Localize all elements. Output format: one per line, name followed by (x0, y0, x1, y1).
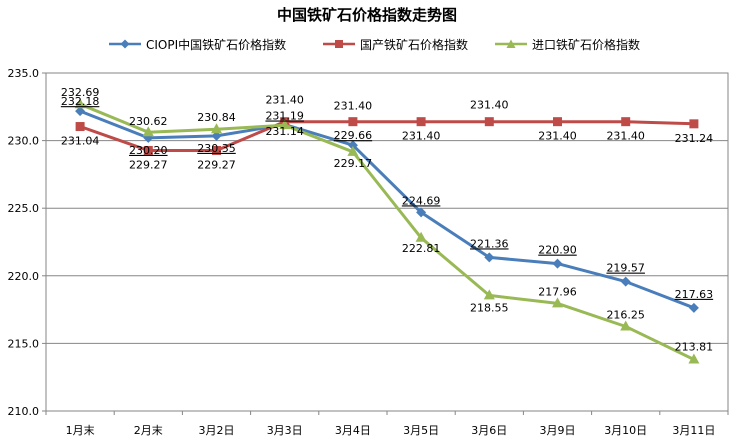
x-tick-label-2: 3月2日 (199, 424, 235, 437)
data-label-s1-1: 229.27 (129, 158, 168, 171)
point-s0-7 (552, 258, 563, 269)
x-tick-label-5: 3月5日 (403, 424, 439, 437)
data-label-s2-8: 216.25 (606, 309, 645, 322)
data-label-s1-9: 231.24 (675, 132, 714, 145)
data-label-s0-9: 217.63 (675, 288, 714, 301)
point-s2-9 (688, 353, 700, 364)
point-s0-5 (416, 207, 427, 218)
series-line-1 (79, 120, 694, 152)
point-s2-7 (552, 297, 563, 308)
point-s2-3 (279, 119, 291, 130)
series-line-2 (79, 102, 695, 361)
data-label-s0-0: 232.18 (61, 95, 100, 108)
data-label-s0-3: 231.19 (265, 110, 304, 123)
legend-label-imported: 进口铁矿石价格指数 (532, 37, 641, 52)
point-s1-5 (416, 117, 426, 127)
data-label-s2-7: 217.96 (538, 285, 577, 298)
data-label-s2-1: 230.62 (129, 115, 168, 128)
point-s2-6 (483, 289, 495, 300)
data-label-s1-0: 231.04 (61, 135, 100, 148)
data-label-s1-3: 231.40 (265, 94, 304, 107)
data-label-s0-6: 221.36 (470, 237, 509, 250)
data-label-s0-5: 224.69 (402, 194, 441, 207)
data-label-s2-2: 230.84 (197, 111, 236, 124)
point-s1-1 (143, 145, 153, 155)
x-tick-label-6: 3月6日 (471, 424, 507, 437)
point-s2-8 (620, 320, 632, 331)
data-label-s2-0: 232.69 (61, 86, 100, 99)
point-s1-4 (348, 117, 358, 127)
data-label-s2-9: 213.81 (675, 340, 714, 353)
point-s1-7 (553, 117, 562, 127)
legend-item-domestic: 国产铁矿石价格指数 (322, 34, 468, 54)
legend: CIOPI中国铁矿石价格指数 国产铁矿石价格指数 进口铁矿石价格指数 (0, 34, 734, 54)
legend-swatch-domestic (323, 40, 355, 48)
x-tick-label-9: 3月11日 (672, 424, 715, 437)
point-s0-0 (75, 106, 86, 117)
point-s1-2 (212, 145, 221, 155)
x-tick-label-3: 3月3日 (267, 424, 303, 437)
point-s0-9 (688, 302, 699, 313)
point-s0-2 (211, 130, 222, 141)
point-s2-5 (415, 231, 427, 242)
data-label-s1-2: 229.27 (197, 158, 236, 171)
y-tick-label-5: 235.0 (8, 67, 40, 80)
data-label-s0-4: 229.66 (334, 129, 373, 142)
data-label-s2-6: 218.55 (470, 301, 509, 314)
legend-swatch-imported (495, 39, 527, 48)
x-tick-label-7: 3月9日 (540, 424, 576, 437)
x-tick-label-8: 3月10日 (604, 424, 647, 437)
legend-label-ciopi: CIOPI中国铁矿石价格指数 (146, 37, 287, 52)
x-tick-label-0: 1月末 (66, 423, 95, 437)
point-s2-0 (74, 98, 86, 109)
data-label-s0-1: 230.20 (129, 144, 168, 157)
legend-label-domestic: 国产铁矿石价格指数 (360, 37, 469, 52)
data-label-s1-7: 231.40 (538, 130, 577, 143)
plot-area (45, 72, 729, 412)
y-tick-label-2: 220.0 (8, 270, 40, 283)
legend-item-imported: 进口铁矿石价格指数 (494, 34, 640, 54)
data-label-s2-4: 229.17 (334, 157, 373, 170)
point-s2-2 (211, 123, 222, 134)
data-label-s1-4: 231.40 (334, 100, 373, 113)
point-s0-8 (620, 276, 631, 287)
data-label-s1-6: 231.40 (470, 99, 509, 112)
data-label-s0-2: 230.35 (197, 142, 236, 155)
data-label-s2-5: 222.81 (402, 242, 441, 255)
y-tick-label-1: 215.0 (8, 337, 40, 350)
x-tick-label-1: 2月末 (134, 423, 163, 437)
legend-swatch-ciopi (109, 39, 141, 49)
data-label-s0-8: 219.57 (606, 262, 645, 275)
series-line-0 (79, 109, 695, 310)
y-tick-label-0: 210.0 (8, 405, 40, 418)
data-label-s1-5: 231.40 (402, 130, 441, 143)
y-tick-label-3: 225.0 (8, 202, 40, 215)
point-s1-9 (689, 119, 699, 129)
point-s0-6 (484, 252, 495, 263)
y-tick-label-4: 230.0 (8, 135, 40, 148)
chart-title: 中国铁矿石价格指数走势图 (276, 6, 457, 24)
point-s1-0 (75, 122, 85, 132)
point-s2-4 (347, 145, 359, 156)
point-s1-8 (621, 117, 631, 127)
legend-item-ciopi: CIOPI中国铁矿石价格指数 (108, 34, 286, 54)
data-label-s0-7: 220.90 (538, 244, 577, 257)
x-tick-label-4: 3月4日 (335, 424, 371, 437)
data-label-s2-3: 231.14 (265, 125, 304, 138)
point-s2-1 (142, 126, 154, 137)
data-label-s1-8: 231.40 (606, 130, 645, 143)
point-s1-6 (484, 117, 494, 127)
point-s0-4 (347, 140, 358, 151)
